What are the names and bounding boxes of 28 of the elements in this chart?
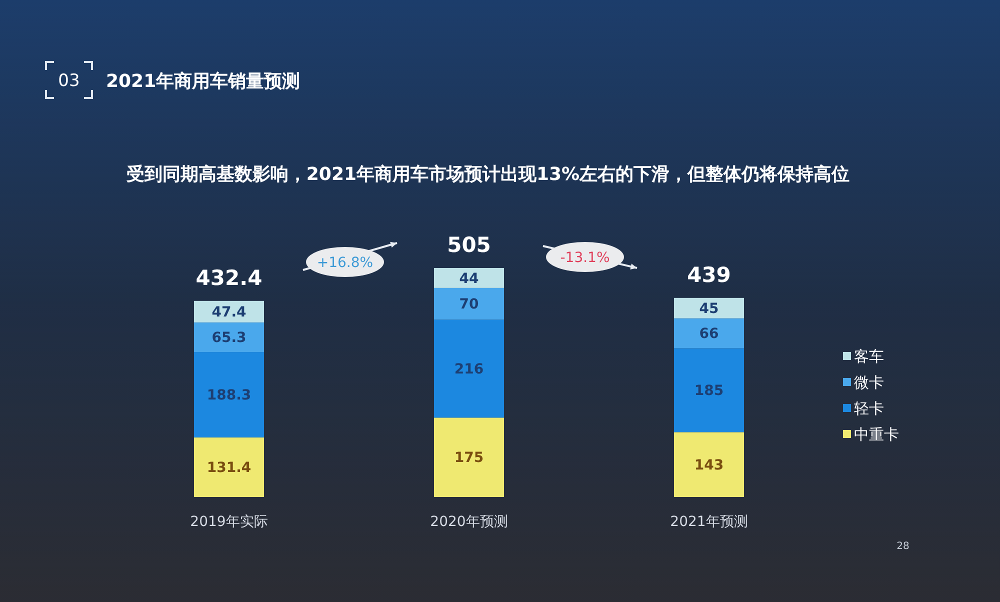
total-label: 505 — [447, 233, 491, 257]
text: 28 — [896, 541, 910, 552]
legend-label: 客车 — [854, 347, 884, 366]
text: 03 — [58, 71, 80, 91]
text: -13.1% — [560, 250, 610, 266]
data-label: 188.3 — [206, 388, 252, 404]
legend-label: 中重卡 — [854, 425, 899, 444]
total-label: 439 — [687, 262, 731, 287]
data-label: 175 — [454, 450, 484, 466]
data-label: 66 — [699, 326, 719, 342]
x-tick-label: 2020年预测 — [430, 514, 508, 530]
data-label: 185 — [694, 383, 724, 400]
legend-label: 轻卡 — [854, 399, 884, 418]
data-label: 45 — [699, 301, 719, 318]
data-label: 216 — [454, 362, 484, 378]
data-label: 65.3 — [212, 330, 246, 346]
data-label: 131.4 — [206, 460, 252, 476]
chart-subtitle: 受到同期高基数影响，2021年商用车市场预计出现13%左右的下滑，但整体仍将保持高位 — [126, 164, 850, 185]
legend-label: 微卡 — [854, 373, 884, 392]
total-label: 432.4 — [196, 266, 262, 290]
chart-title: 2021年商用车销量预测 — [106, 71, 300, 92]
data-label: 44 — [459, 270, 479, 287]
data-label: 143 — [694, 457, 724, 474]
data-label: 70 — [459, 296, 479, 313]
data-label: 47.4 — [212, 304, 247, 321]
x-tick-label: 2019年实际 — [190, 514, 268, 530]
annotation: +16.8% — [316, 254, 374, 271]
x-tick-label: 2021年预测 — [670, 514, 748, 530]
